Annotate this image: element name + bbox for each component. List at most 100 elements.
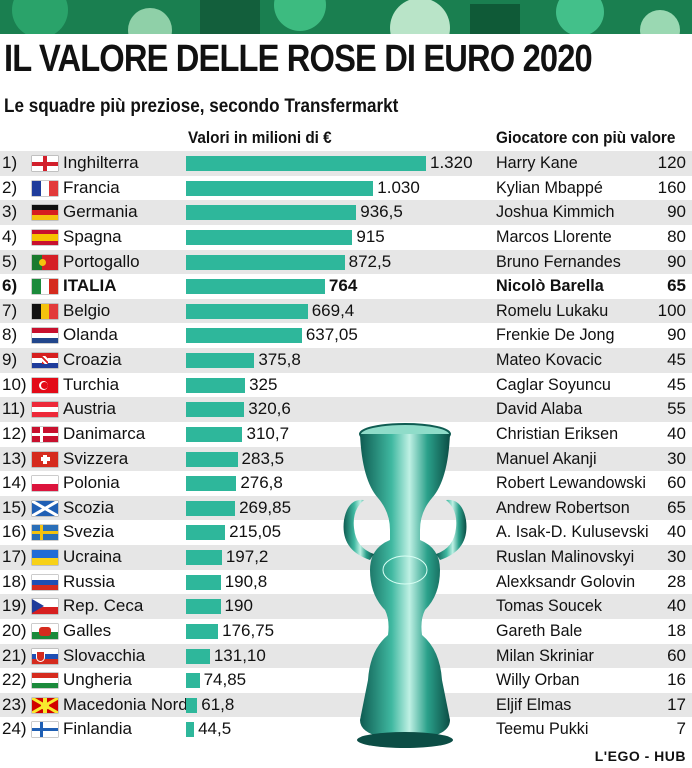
top-player-value: 45 [667,350,686,370]
scotland-flag-icon [32,500,58,516]
rank-label: 18) [2,571,27,591]
ukraine-flag-icon [32,550,58,566]
sweden-flag-icon [32,525,58,541]
top-player-name: Gareth Bale [496,620,583,640]
top-player-value: 80 [667,226,686,246]
team-name: Ungheria [63,670,132,690]
rank-label: 22) [2,670,27,690]
top-player-name: Joshua Kimmich [496,202,615,222]
top-player-name: Teemu Pukki [496,719,589,739]
top-player-name: Ruslan Malinovskyi [496,547,635,567]
value-bar [186,574,221,590]
credit-label: L'EGO - HUB [594,748,686,764]
belgium-flag-icon [32,303,58,319]
team-name: Slovacchia [63,645,146,665]
top-player-name: Milan Skriniar [496,645,594,665]
player-column-header: Giocatore con più valore [496,128,676,147]
rank-label: 19) [2,596,27,616]
rank-label: 10) [2,374,27,394]
team-name: Inghilterra [63,153,139,172]
team-name: Spagna [63,226,122,246]
top-player-value: 40 [667,423,686,443]
rank-label: 2) [2,177,18,197]
rank-label: 12) [2,423,27,443]
value-label: 190,8 [224,571,268,591]
top-player-name: Andrew Robertson [496,497,630,517]
rank-label: 15) [2,497,27,517]
top-player-value: 90 [667,325,686,345]
top-player-value: 28 [667,571,686,591]
value-label: 61,8 [201,694,235,714]
switzerland-flag-icon [32,451,58,467]
team-name: Svizzera [63,448,129,468]
value-label: 197,2 [225,547,269,567]
table-row: 7) Belgio 669,4 Romelu Lukaku 100 [0,298,692,324]
value-bar [186,500,236,516]
rank-label: 3) [2,202,18,222]
portugal-flag-icon [32,254,58,270]
rank-label: 4) [2,226,18,246]
top-player-name: Manuel Akanji [496,448,597,468]
team-name: Olanda [63,325,118,345]
table-row: 14) Polonia 276,8 Robert Lewandowski 60 [0,471,692,496]
value-bar [186,550,222,566]
top-player-value: 60 [667,473,686,493]
banner-pattern [0,0,692,34]
table-row: 19) Rep. Ceca 190 Tomas Soucek 40 [0,594,692,619]
team-name: Macedonia Nord [63,694,188,714]
italy-flag-icon [32,279,58,295]
croatia-flag-icon [32,353,58,369]
value-label: 915 [356,226,385,246]
table-row: 6) ITALIA 764 Nicolò Barella 65 [0,274,692,299]
table-row: 13) Svizzera 283,5 Manuel Akanji 30 [0,446,692,472]
rank-label: 23) [2,694,27,714]
rank-label: 17) [2,547,27,567]
top-player-value: 90 [667,202,686,222]
value-label: 44,5 [198,719,232,739]
table-row: 17) Ucraina 197,2 Ruslan Malinovskyi 30 [0,545,692,570]
top-player-value: 60 [667,645,686,665]
top-player-value: 90 [667,251,686,271]
top-player-value: 30 [667,448,686,468]
team-name: Francia [63,177,120,197]
table-row: 3) Germania 936,5 Joshua Kimmich 90 [0,200,692,225]
north-macedonia-flag-icon [32,697,58,713]
value-bar [186,476,237,492]
values-column-header: Valori in milioni di € [188,128,332,147]
value-bar [186,156,426,171]
top-player-value: 160 [657,177,686,197]
rank-label: 5) [2,251,18,271]
table-row: 18) Russia 190,8 Alexksandr Golovin 28 [0,570,692,595]
value-bar [186,722,195,738]
hungary-flag-icon [32,673,58,689]
table-row: 8) Olanda 637,05 Frenkie De Jong 90 [0,323,692,348]
top-player-name: Kylian Mbappé [496,177,603,197]
top-player-value: 30 [667,547,686,567]
top-player-name: David Alaba [496,399,583,419]
wales-flag-icon [32,623,58,639]
table-row: 2) Francia 1.030 Kylian Mbappé 160 [0,176,692,201]
rank-label: 24) [2,719,27,739]
finland-flag-icon [32,722,58,738]
page-subtitle: Le squadre più preziose, secondo Transfe… [4,96,399,117]
top-player-value: 40 [667,522,686,542]
value-label: 283,5 [241,448,285,468]
team-name: ITALIA [63,276,117,296]
value-label: 325 [249,374,278,394]
team-name: Austria [63,399,116,419]
value-bar [186,279,325,295]
table-row: 12) Danimarca 310,7 Christian Eriksen 40 [0,422,692,447]
table-row: 4) Spagna 915 Marcos Llorente 80 [0,225,692,250]
team-name: Portogallo [63,251,140,271]
netherlands-flag-icon [32,328,58,344]
value-bar [186,648,210,664]
value-label: 215,05 [229,522,282,542]
top-player-value: 16 [667,670,686,690]
top-player-name: Eljif Elmas [496,694,572,714]
trophy-icon [343,423,467,748]
top-player-name: Mateo Kovacic [496,350,602,370]
value-label: 131,10 [213,645,266,665]
value-bar [186,673,200,689]
top-player-value: 45 [667,374,686,394]
top-player-name: Alexksandr Golovin [496,571,636,591]
